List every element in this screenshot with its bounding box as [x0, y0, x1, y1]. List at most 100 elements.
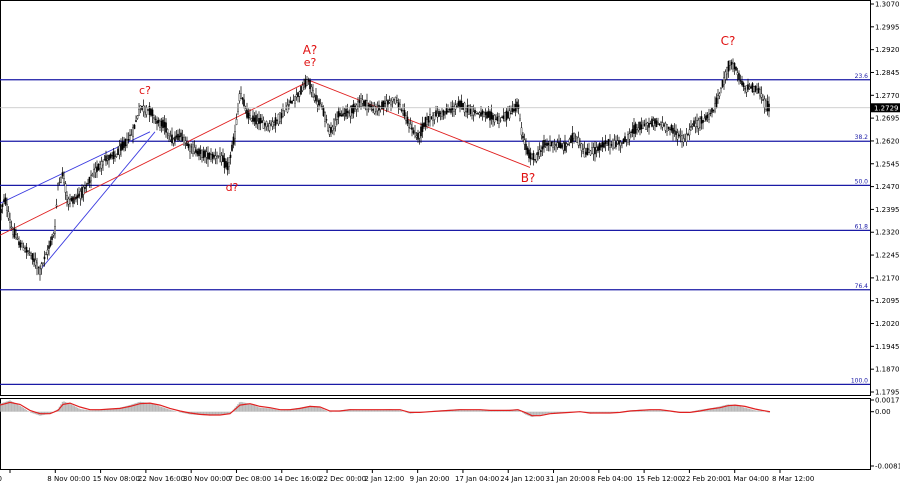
candle-body — [261, 120, 263, 123]
candle-body — [256, 120, 259, 124]
candle-body — [559, 142, 562, 149]
candle-body — [654, 118, 656, 124]
candle-body — [283, 110, 286, 112]
candle-body — [537, 152, 539, 155]
candle-body — [52, 233, 55, 236]
candle-body — [435, 110, 437, 117]
candle-body — [523, 139, 526, 145]
candle-body — [736, 72, 739, 75]
candle-body — [684, 139, 686, 142]
candle-body — [25, 246, 28, 253]
candle-body — [672, 127, 674, 134]
y-tick-label: 1.2095 — [875, 297, 900, 305]
candle-body — [142, 105, 145, 112]
candle-body — [96, 166, 98, 172]
current-price-label: 1.2729 — [874, 104, 899, 112]
candle-body — [412, 130, 415, 134]
candle-body — [249, 115, 251, 118]
candle-body — [145, 107, 148, 115]
candle-body — [666, 124, 668, 132]
x-tick-label: 24 Jan 12:00 — [500, 475, 544, 483]
candle-body — [444, 111, 446, 113]
candle-body — [213, 154, 215, 158]
candle-body — [574, 135, 577, 137]
candle-body — [501, 116, 503, 118]
candle-body — [456, 106, 458, 108]
y-tick-label: 1.1795 — [875, 389, 900, 397]
x-tick-label: 9 Jan 20:00 — [410, 475, 450, 483]
candle-body — [375, 107, 377, 112]
candle-body — [762, 99, 764, 101]
y-tick-label: 1.2620 — [875, 137, 900, 145]
candle-body — [628, 133, 631, 140]
candle-body — [357, 100, 359, 108]
candle-body — [535, 154, 538, 162]
candle-body — [445, 108, 448, 115]
candle-body — [127, 139, 130, 141]
candle-body — [406, 116, 409, 124]
candle-body — [489, 111, 491, 121]
candle-body — [625, 139, 628, 141]
candle-body — [561, 144, 563, 148]
main-price-panel[interactable]: 23.6 38.2 50.0 61.8 76.4 100.0 A?e? c? d? B? C? — [0, 0, 871, 396]
wave-label: c? — [139, 84, 151, 97]
candle-body — [490, 111, 493, 120]
candle-body — [726, 67, 728, 75]
candle-body — [244, 108, 247, 111]
x-tick-label: 2 Jan 12:00 — [364, 475, 404, 483]
candle-body — [382, 100, 385, 110]
candle-body — [229, 154, 232, 158]
candle-body — [334, 120, 337, 127]
candle-body — [298, 91, 301, 97]
candle-body — [627, 134, 629, 143]
candle-body — [636, 127, 638, 130]
candle-body — [280, 112, 283, 119]
candle-body — [648, 123, 650, 128]
candle-body — [37, 266, 40, 268]
fib-level-label: 23.6 — [855, 73, 869, 80]
candle-body — [733, 62, 736, 70]
candle-body — [310, 86, 313, 93]
candle-body — [712, 109, 715, 111]
candle-body — [492, 115, 494, 120]
x-tick-label: 22 Nov 16:00 — [138, 475, 185, 483]
candle-body — [162, 119, 164, 129]
candle-body — [12, 229, 14, 235]
candle-body — [745, 85, 748, 93]
y-tick-label: 1.1870 — [875, 366, 900, 374]
candle-body — [277, 113, 280, 125]
x-tick-label: 15 Nov 08:00 — [93, 475, 140, 483]
candle-body — [325, 119, 328, 121]
candle-body — [732, 63, 734, 70]
x-tick-label: 22 Dec 00:00 — [319, 475, 366, 483]
candle-body — [318, 99, 320, 106]
candle-body — [333, 119, 335, 129]
candle-body — [385, 100, 388, 108]
candle-body — [402, 110, 404, 115]
candle-body — [499, 120, 502, 122]
candle-body — [475, 111, 478, 114]
candle-body — [649, 123, 652, 125]
candle-body — [442, 110, 445, 116]
candle-body — [637, 127, 640, 131]
x-tick-label: 14 Dec 16:00 — [274, 475, 321, 483]
candle-body — [685, 133, 688, 142]
candle-body — [763, 98, 766, 108]
candle-body — [115, 153, 118, 157]
candle-body — [730, 61, 733, 66]
candle-body — [631, 129, 634, 134]
candle-body — [90, 175, 92, 182]
candle-body — [267, 125, 269, 127]
candle-body — [691, 124, 694, 127]
candle-body — [427, 116, 430, 123]
candle-body — [742, 82, 745, 88]
candle-body — [159, 120, 161, 128]
oscillator-panel[interactable] — [0, 398, 871, 470]
candle-body — [600, 144, 602, 148]
candle-body — [351, 105, 353, 114]
y-tick-label: 1.2470 — [875, 183, 900, 191]
candle-body — [484, 112, 487, 116]
candle-body — [279, 112, 281, 122]
candle-body — [184, 140, 187, 144]
